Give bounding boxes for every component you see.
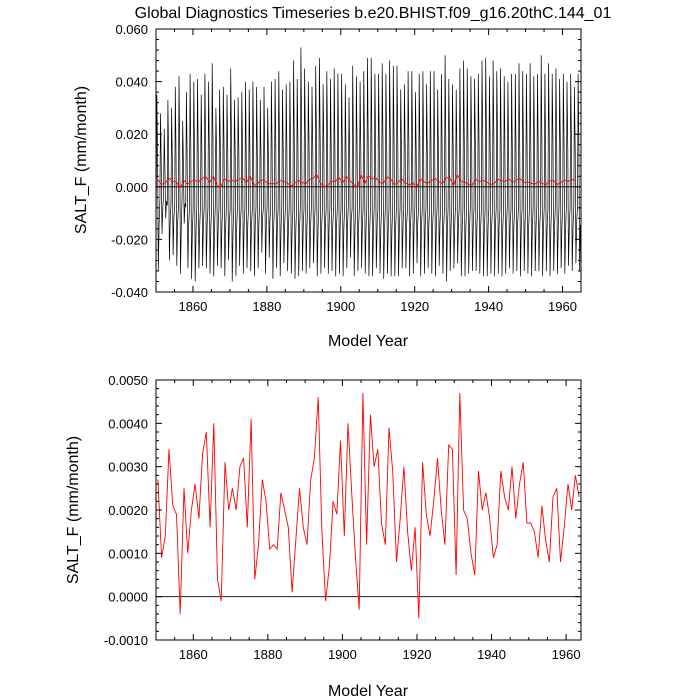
bottom-x-tick-label: 1920 [403,647,432,662]
bottom-x-tick-label: 1960 [552,647,581,662]
top-x-tick-label: 1900 [326,299,355,314]
top-panel: Global Diagnostics Timeseries b.e20.BHIS… [73,5,611,350]
top-y-axis-label: SALT_F (mm/month) [73,86,90,234]
top-monthly-line [155,47,581,282]
bottom-y-tick-label: 0.0000 [108,590,148,605]
top-annual-series [157,173,576,190]
bottom-y-axis: -0.0010 0.0000 0.0010 0.0020 0.0030 0.0040 0.0… [104,373,581,648]
top-x-tick-label: 1880 [252,299,281,314]
top-plot-area [155,47,581,282]
top-x-tick-label: 1920 [400,299,429,314]
top-x-axis-label: Model Year [328,333,409,350]
bottom-x-tick-label: 1860 [179,647,208,662]
top-y-tick-label: 0.060 [115,22,148,37]
bottom-x-axis: 1860 1880 1900 1920 1940 1960 [155,380,581,662]
top-y-tick-label: -0.020 [111,232,148,247]
bottom-x-axis-label: Model Year [328,683,409,700]
bottom-y-tick-label: -0.0010 [104,633,148,648]
bottom-x-tick-label: 1880 [253,647,282,662]
bottom-y-tick-label: 0.0020 [108,503,148,518]
bottom-y-tick-label: 0.0040 [108,416,148,431]
top-annual-line [157,173,576,190]
top-y-axis: -0.040 -0.020 0.000 0.020 0.040 0.060 [111,22,581,300]
top-y-tick-label: 0.040 [115,75,148,90]
top-monthly-series [155,47,581,282]
top-y-tick-label: 0.000 [115,180,148,195]
bottom-y-axis-label: SALT_F (mm/month) [65,436,82,584]
top-x-tick-label: 1860 [178,299,207,314]
bottom-y-tick-label: 0.0050 [108,373,148,388]
top-x-tick-label: 1960 [548,299,577,314]
top-y-tick-label: 0.020 [115,127,148,142]
top-plot-frame [155,28,582,293]
bottom-annual-series [157,392,580,619]
top-x-tick-label: 1940 [474,299,503,314]
bottom-plot-area [156,392,581,619]
bottom-x-tick-label: 1940 [477,647,506,662]
top-x-axis: 1860 1880 1900 1920 1940 1960 [155,29,582,314]
bottom-y-tick-label: 0.0030 [108,460,148,475]
bottom-y-tick-label: 0.0010 [108,546,148,561]
bottom-plot-frame [155,379,582,641]
bottom-annual-line [157,392,580,619]
chart-title: Global Diagnostics Timeseries b.e20.BHIS… [135,5,612,22]
bottom-panel: 1860 1880 1900 1920 1940 1960 -0.0010 0.0000 0.… [65,373,582,700]
top-y-tick-label: -0.040 [111,285,148,300]
bottom-x-tick-label: 1900 [328,647,357,662]
